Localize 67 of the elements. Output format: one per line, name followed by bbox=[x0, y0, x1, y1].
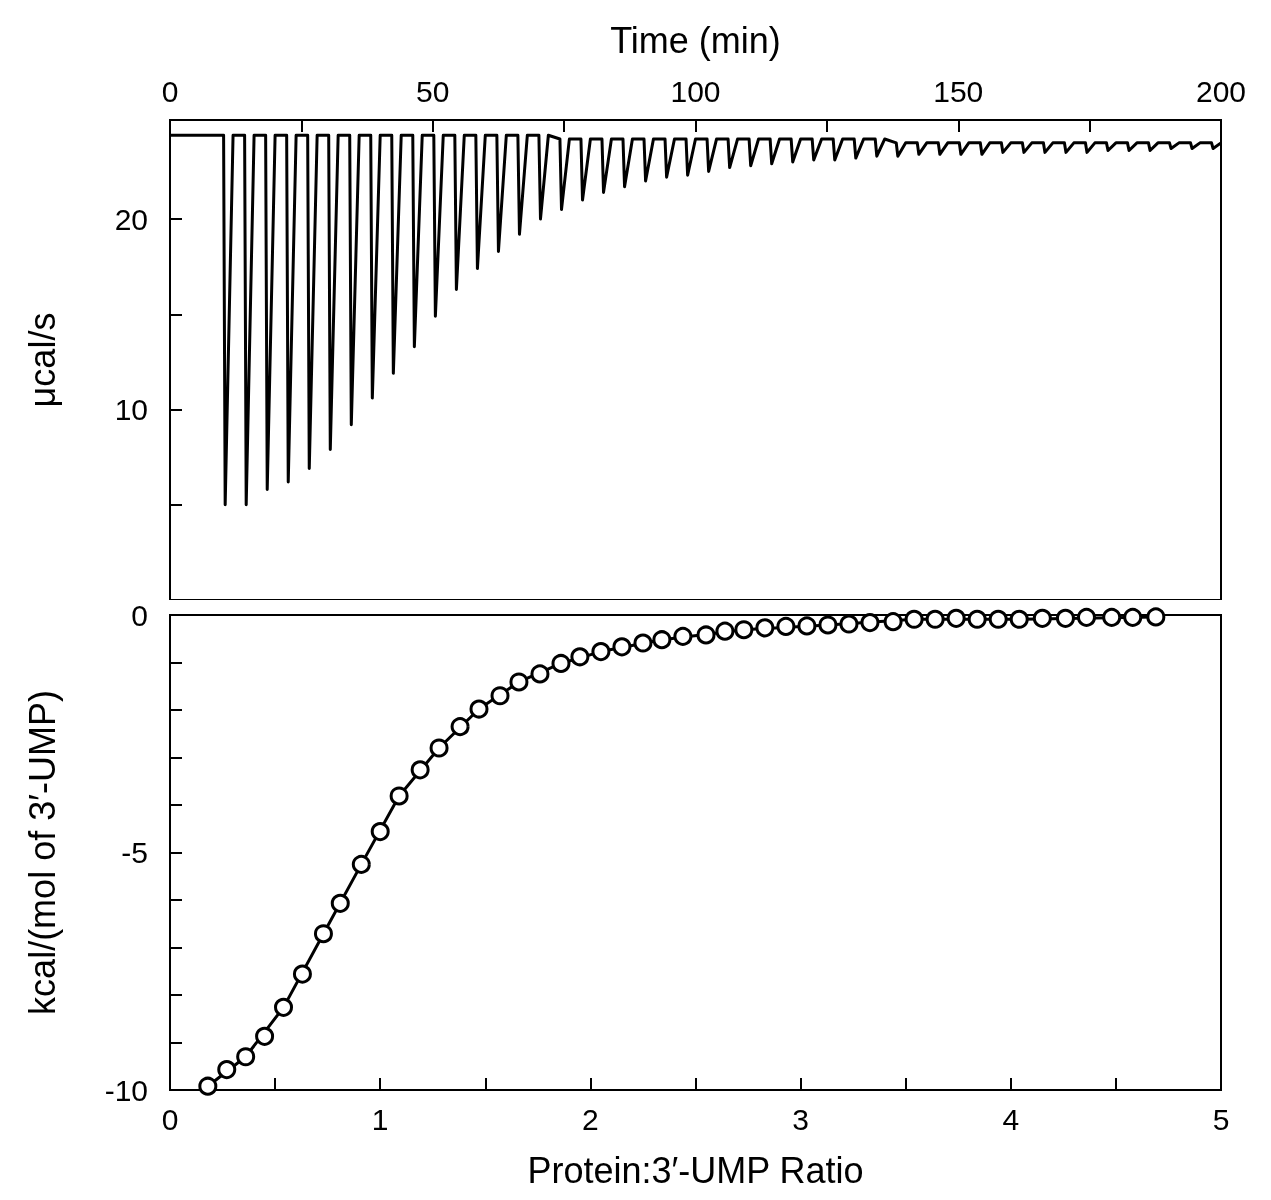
x-tick-label: 0 bbox=[161, 74, 179, 108]
point bbox=[389, 786, 409, 806]
x-axis-title: Protein:3′-UMP Ratio bbox=[527, 1149, 864, 1191]
point bbox=[797, 616, 817, 636]
point bbox=[860, 613, 880, 633]
point bbox=[429, 738, 449, 758]
point bbox=[755, 618, 775, 638]
point bbox=[551, 653, 571, 673]
x-tick-label: 4 bbox=[1002, 1102, 1020, 1136]
x-tick-label: 100 bbox=[670, 74, 721, 108]
x-tick-label: 150 bbox=[933, 74, 984, 108]
point bbox=[715, 621, 735, 641]
y-tick-label: -5 bbox=[121, 836, 148, 869]
point bbox=[1032, 608, 1052, 628]
point bbox=[469, 699, 489, 719]
x-tick-label: 200 bbox=[1195, 74, 1247, 108]
point bbox=[509, 672, 529, 692]
point bbox=[591, 642, 611, 662]
point bbox=[351, 854, 371, 874]
point bbox=[1146, 607, 1166, 627]
point bbox=[904, 609, 924, 629]
y-axis-title: kcal/(mol of 3′-UMP) bbox=[21, 690, 63, 1015]
x-tick-label: 1 bbox=[371, 1102, 389, 1136]
point bbox=[633, 633, 653, 653]
point bbox=[612, 637, 632, 657]
point bbox=[1009, 609, 1029, 629]
point bbox=[946, 608, 966, 628]
x-tick-label: 50 bbox=[416, 74, 450, 108]
x-tick-label: 3 bbox=[792, 1102, 809, 1136]
point bbox=[370, 822, 390, 842]
point bbox=[818, 615, 838, 635]
point bbox=[776, 616, 796, 636]
point bbox=[330, 893, 350, 913]
x-tick-label: 5 bbox=[1212, 1102, 1230, 1136]
point bbox=[410, 760, 430, 780]
point bbox=[217, 1060, 237, 1080]
point bbox=[988, 609, 1008, 629]
point bbox=[839, 614, 859, 634]
point bbox=[652, 630, 672, 650]
point bbox=[236, 1047, 256, 1067]
point bbox=[450, 717, 470, 737]
point bbox=[734, 620, 754, 640]
y-tick-label: 0 bbox=[131, 598, 148, 632]
point bbox=[967, 609, 987, 629]
point bbox=[1055, 608, 1075, 628]
point bbox=[292, 964, 312, 984]
x-tick-label: 0 bbox=[161, 1102, 179, 1136]
point bbox=[673, 626, 693, 646]
point bbox=[490, 686, 510, 706]
point bbox=[1076, 607, 1096, 627]
y-tick-label: -10 bbox=[104, 1073, 148, 1107]
point bbox=[696, 625, 716, 645]
point bbox=[883, 612, 903, 632]
point bbox=[274, 997, 294, 1017]
point bbox=[925, 609, 945, 629]
y-axis-title: μcal/s bbox=[21, 312, 63, 408]
point bbox=[530, 664, 550, 684]
point bbox=[1123, 607, 1143, 627]
x-tick-label: 2 bbox=[582, 1102, 599, 1136]
y-tick-label: 20 bbox=[114, 202, 148, 236]
point bbox=[313, 924, 333, 944]
point bbox=[198, 1076, 218, 1096]
point bbox=[1102, 607, 1122, 627]
point bbox=[255, 1026, 275, 1046]
x-axis-title: Time (min) bbox=[610, 19, 781, 61]
point bbox=[570, 647, 590, 667]
y-tick-label: 10 bbox=[114, 393, 148, 427]
